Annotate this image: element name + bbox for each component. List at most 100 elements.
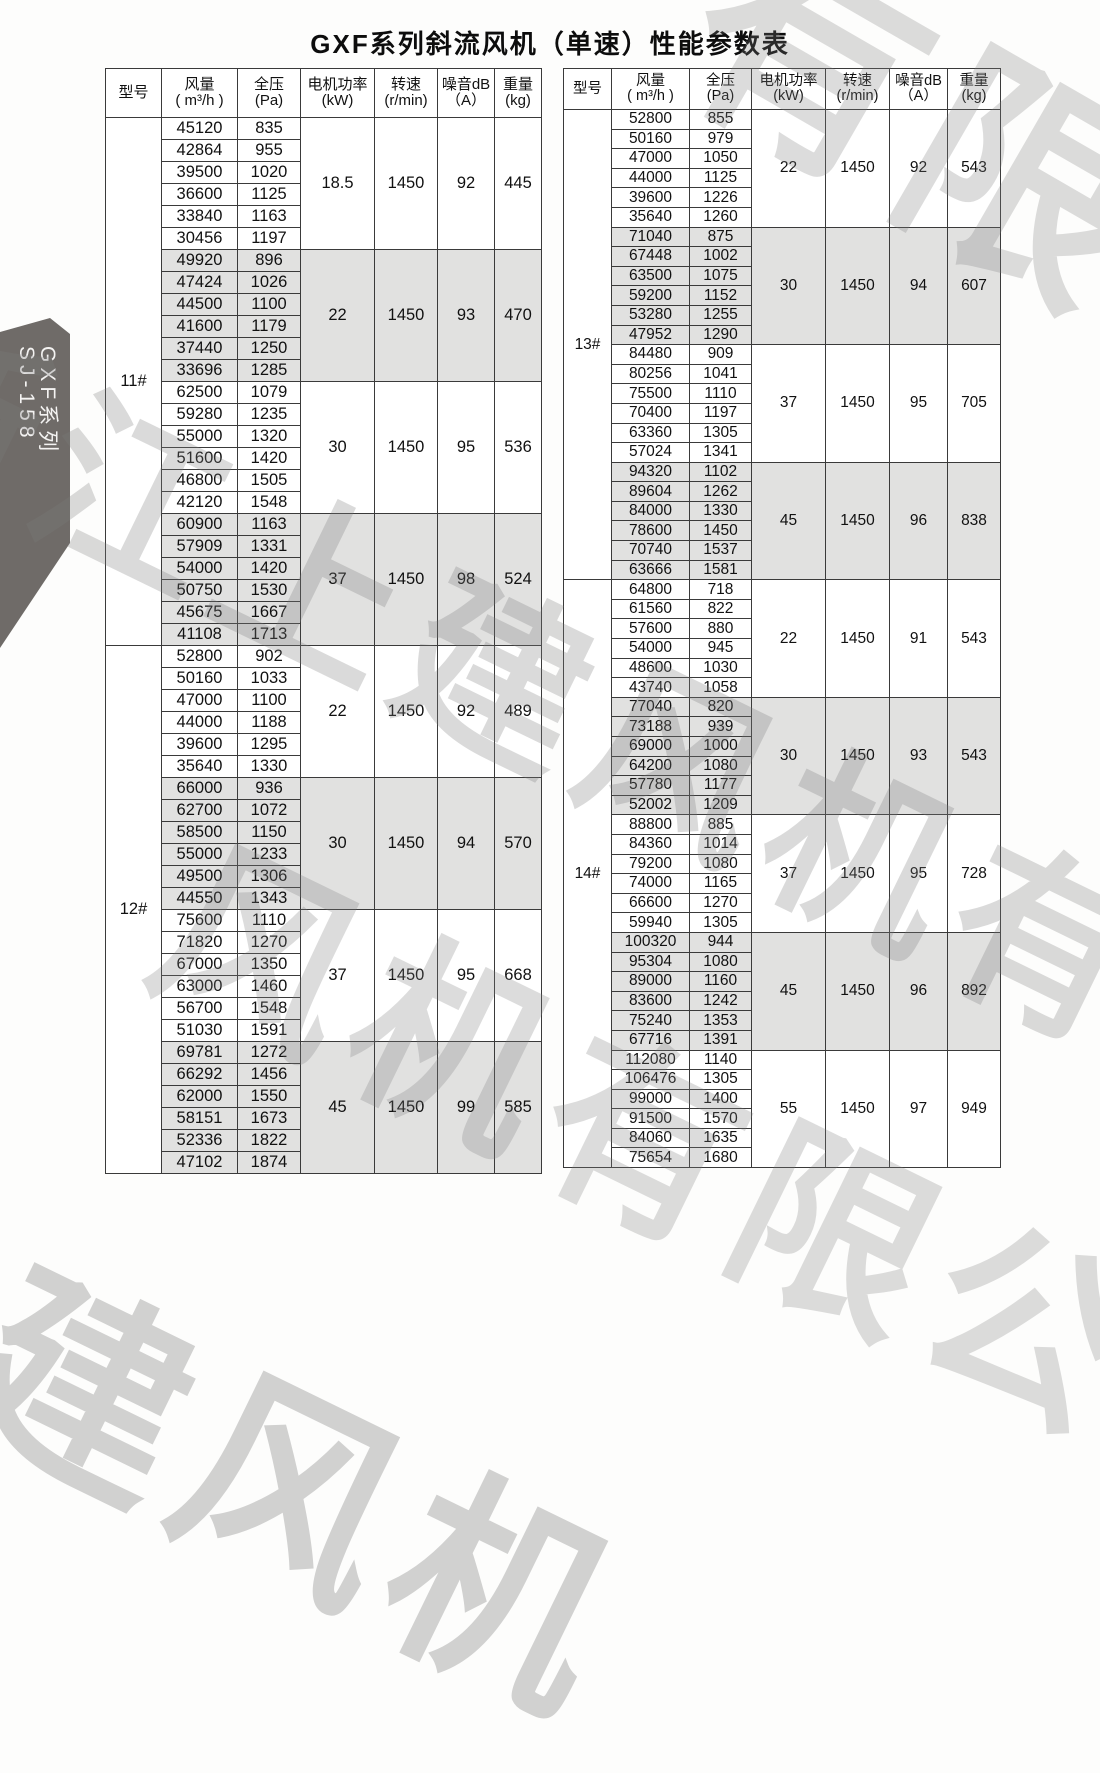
airflow-cell: 35640 [162,756,238,778]
airflow-cell: 74000 [612,874,690,894]
airflow-cell: 71040 [612,227,690,247]
col-header-speed: 转速(r/min) [826,69,890,110]
speed-cell: 1450 [375,646,438,778]
pressure-cell: 1548 [238,492,301,514]
pressure-cell: 1548 [238,998,301,1020]
airflow-cell: 62500 [162,382,238,404]
speed-cell: 1450 [826,227,890,345]
airflow-cell: 41108 [162,624,238,646]
weight-cell: 445 [495,118,542,250]
pressure-cell: 1420 [238,558,301,580]
pressure-cell: 1125 [238,184,301,206]
pressure-cell: 1250 [238,338,301,360]
col-header-power: 电机功率(kW) [752,69,826,110]
performance-table-left: 型号风量( m³/h )全压(Pa)电机功率(kW)转速(r/min)噪音dB（… [105,68,542,1174]
airflow-cell: 36600 [162,184,238,206]
pressure-cell: 1306 [238,866,301,888]
noise-cell: 93 [438,250,495,382]
noise-cell: 92 [890,110,948,228]
col-header-label-power: 电机功率 [301,76,374,93]
airflow-cell: 42120 [162,492,238,514]
power-cell: 37 [301,514,375,646]
airflow-cell: 39500 [162,162,238,184]
pressure-cell: 1188 [238,712,301,734]
pressure-cell: 1635 [690,1128,752,1148]
pressure-cell: 979 [690,129,752,149]
pressure-cell: 1391 [690,1030,752,1050]
airflow-cell: 84360 [612,834,690,854]
airflow-cell: 67716 [612,1030,690,1050]
pressure-cell: 1165 [690,874,752,894]
pressure-cell: 1331 [238,536,301,558]
airflow-cell: 112080 [612,1050,690,1070]
airflow-cell: 78600 [612,521,690,541]
airflow-cell: 63000 [162,976,238,998]
col-header-label-airflow: 风量 [162,76,237,93]
weight-cell: 489 [495,646,542,778]
airflow-cell: 67448 [612,247,690,267]
airflow-cell: 30456 [162,228,238,250]
airflow-cell: 71820 [162,932,238,954]
airflow-cell: 47424 [162,272,238,294]
performance-table-right: 型号风量( m³/h )全压(Pa)电机功率(kW)转速(r/min)噪音dB（… [563,68,1001,1168]
pressure-cell: 1050 [690,149,752,169]
weight-cell: 838 [948,462,1001,580]
pressure-cell: 1179 [238,316,301,338]
pressure-cell: 1110 [690,384,752,404]
pressure-cell: 1140 [690,1050,752,1070]
pressure-cell: 1030 [690,658,752,678]
airflow-cell: 45675 [162,602,238,624]
pressure-cell: 1270 [238,932,301,954]
airflow-cell: 33840 [162,206,238,228]
airflow-cell: 69781 [162,1042,238,1064]
col-header-noise: 噪音dB（A） [438,69,495,118]
noise-cell: 95 [890,815,948,933]
airflow-cell: 52800 [612,110,690,130]
pressure-cell: 1002 [690,247,752,267]
airflow-cell: 52336 [162,1130,238,1152]
airflow-cell: 53280 [612,305,690,325]
model-cell: 12# [106,646,162,1174]
power-cell: 37 [301,910,375,1042]
pressure-cell: 1226 [690,188,752,208]
weight-cell: 470 [495,250,542,382]
col-header-model: 型号 [106,69,162,118]
pressure-cell: 1080 [690,756,752,776]
airflow-cell: 91500 [612,1109,690,1129]
airflow-cell: 59940 [612,913,690,933]
airflow-cell: 69000 [612,737,690,757]
pressure-cell: 1330 [238,756,301,778]
airflow-cell: 83600 [612,991,690,1011]
airflow-cell: 63666 [612,560,690,580]
airflow-cell: 45120 [162,118,238,140]
pressure-cell: 1260 [690,207,752,227]
col-header-label-noise: 噪音dB [890,73,947,90]
noise-cell: 95 [890,345,948,463]
weight-cell: 543 [948,697,1001,815]
col-header-unit-weight: (kg) [495,93,541,110]
noise-cell: 92 [438,646,495,778]
power-cell: 45 [752,932,826,1050]
airflow-cell: 79200 [612,854,690,874]
airflow-cell: 49500 [162,866,238,888]
airflow-cell: 84060 [612,1128,690,1148]
col-header-unit-pressure: (Pa) [238,93,300,110]
airflow-cell: 89604 [612,482,690,502]
col-header-label-speed: 转速 [826,73,889,90]
noise-cell: 92 [438,118,495,250]
airflow-cell: 47000 [162,690,238,712]
airflow-cell: 59200 [612,286,690,306]
col-header-pressure: 全压(Pa) [238,69,301,118]
airflow-cell: 66000 [162,778,238,800]
airflow-cell: 61560 [612,599,690,619]
pressure-cell: 1150 [238,822,301,844]
pressure-cell: 1177 [690,776,752,796]
speed-cell: 1450 [375,778,438,910]
airflow-cell: 44550 [162,888,238,910]
airflow-cell: 106476 [612,1070,690,1090]
airflow-cell: 56700 [162,998,238,1020]
airflow-cell: 39600 [612,188,690,208]
pressure-cell: 1110 [238,910,301,932]
